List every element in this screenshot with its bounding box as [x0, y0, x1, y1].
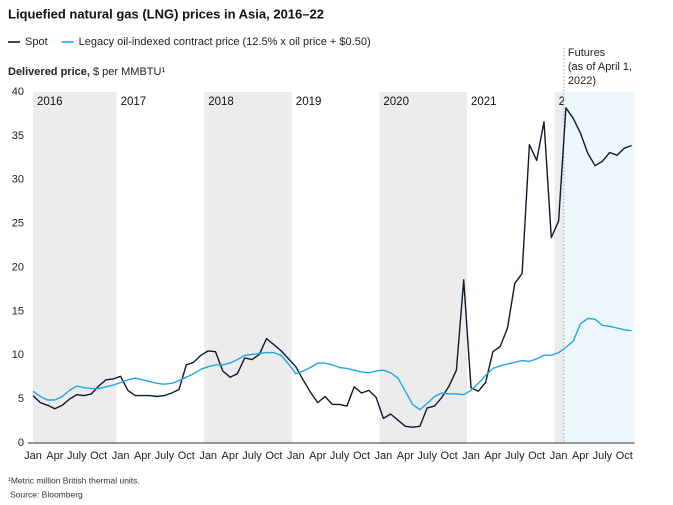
y-tick-label: 10 [12, 349, 24, 361]
legend-label: Spot [25, 36, 48, 48]
legend-label: Legacy oil-indexed contract price (12.5%… [79, 36, 371, 48]
x-tick-label: Oct [265, 450, 282, 462]
futures-region [563, 92, 635, 443]
x-tick-label: Apr [572, 450, 589, 462]
x-tick-label: Oct [178, 450, 195, 462]
x-tick-label: July [417, 450, 437, 462]
x-tick-label: July [330, 450, 350, 462]
series-line [32, 317, 632, 411]
y-tick-label: 30 [12, 174, 24, 186]
footnote: ¹Metric million British thermal units. [8, 475, 140, 485]
source: Source: Bloomberg [10, 489, 83, 499]
year-label: 2021 [471, 96, 497, 108]
year-band [204, 92, 292, 443]
y-axis-label-unit: $ per MMBTU¹ [93, 66, 165, 78]
x-tick-label: Oct [90, 450, 107, 462]
x-tick-label: Apr [309, 450, 326, 462]
x-tick-label: Oct [353, 450, 370, 462]
x-tick-label: July [505, 450, 525, 462]
year-label: 2018 [208, 96, 234, 108]
y-tick-label: 35 [12, 130, 24, 142]
x-tick-label: Jan [287, 450, 305, 462]
y-axis-label-bold: Delivered price, [8, 66, 90, 78]
series-line [32, 107, 632, 428]
x-tick-label: Apr [484, 450, 501, 462]
futures-label: (as of April 1, [568, 61, 632, 73]
y-tick-label: 0 [18, 437, 24, 449]
x-tick-label: Apr [134, 450, 151, 462]
x-tick-label: July [593, 450, 613, 462]
x-tick-label: Jan [375, 450, 393, 462]
x-tick-label: July [67, 450, 87, 462]
x-tick-label: Apr [46, 450, 63, 462]
year-label: 2017 [121, 96, 147, 108]
x-tick-label: July [155, 450, 175, 462]
y-tick-label: 40 [12, 86, 24, 98]
y-tick-label: 15 [12, 305, 24, 317]
year-bands: 2016201720182019202020212022 [33, 92, 635, 443]
y-tick-label: 25 [12, 218, 24, 230]
x-tick-label: Oct [616, 450, 633, 462]
x-tick-label: Oct [441, 450, 458, 462]
year-label: 2019 [296, 96, 322, 108]
y-tick-label: 5 [18, 393, 24, 405]
x-tick-label: Jan [112, 450, 130, 462]
x-tick-label: Jan [550, 450, 568, 462]
year-band [379, 92, 467, 443]
futures-label: Futures [568, 47, 606, 59]
x-tick-label: Jan [462, 450, 480, 462]
x-tick-label: Apr [397, 450, 414, 462]
x-tick-label: Apr [222, 450, 239, 462]
year-label: 2016 [37, 96, 63, 108]
futures-label: 2022) [568, 75, 596, 87]
y-axis-label: Delivered price, $ per MMBTU¹ [8, 66, 165, 78]
x-tick-label: Oct [528, 450, 545, 462]
year-band [33, 92, 117, 443]
year-label: 2020 [383, 96, 409, 108]
y-tick-label: 20 [12, 261, 24, 273]
x-tick-label: Jan [24, 450, 42, 462]
x-tick-label: Jan [199, 450, 217, 462]
x-tick-label: July [242, 450, 262, 462]
chart-title: Liquefied natural gas (LNG) prices in As… [8, 6, 324, 21]
